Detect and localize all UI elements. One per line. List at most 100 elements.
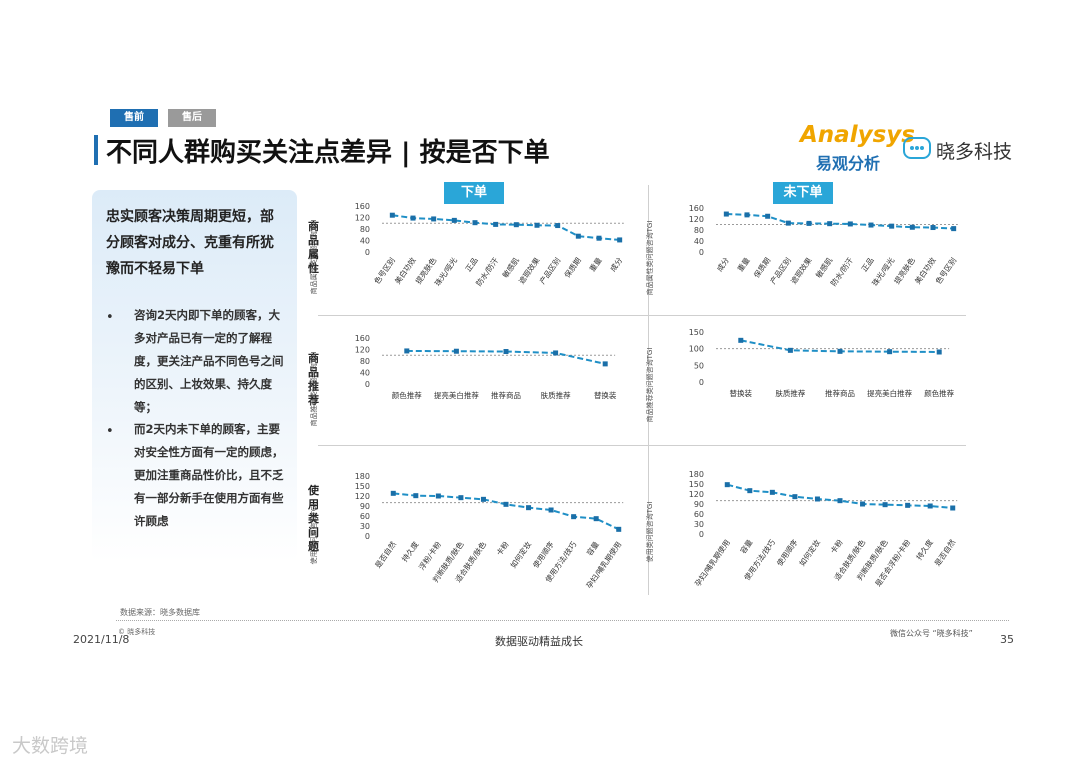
data-point [431,216,437,222]
x-tick-label: 敏感肌 [500,255,521,280]
data-point [472,220,478,226]
y-axis-label: 使用类问题咨询TGI [309,504,318,565]
page-number: 35 [1000,633,1014,646]
x-tick-label: 推荐商品 [491,390,521,400]
x-tick-label: 肤质推荐 [775,388,805,398]
data-source: 数据来源：晓多数据库 [120,608,200,617]
data-point [390,490,396,496]
data-point [837,348,843,354]
y-tick-label: 40 [360,237,370,246]
row-divider [318,315,966,316]
data-point [616,526,622,532]
data-point [526,505,532,511]
data-point [930,225,936,231]
data-point [404,348,410,354]
y-axis-label: 商品推荐类问题咨询TGI [309,352,318,427]
data-point [882,502,888,508]
data-point [951,226,957,232]
y-tick-label: 30 [360,522,370,531]
x-tick-label: 是否自然 [373,539,399,570]
x-tick-label: 重量 [736,256,752,274]
data-point [553,350,559,356]
data-point [887,349,893,355]
data-point [571,514,577,520]
x-tick-label: 使用顺序 [774,537,800,568]
y-tick-label: 90 [694,500,704,509]
column-header-ordered: 下单 [444,182,504,204]
x-tick-label: 容量 [738,537,755,555]
data-point [787,347,793,353]
y-tick-label: 120 [355,346,370,355]
x-tick-label: 产品区别 [537,255,562,285]
y-tick-label: 160 [689,204,704,213]
data-point [503,349,509,355]
data-point [785,220,791,226]
y-tick-label: 80 [360,225,370,234]
data-point [617,237,623,243]
data-point [868,222,874,228]
footer-brand: © 晓多科技 [118,628,156,636]
y-tick-label: 150 [689,328,704,337]
y-tick-label: 0 [699,530,704,539]
x-tick-label: 卡粉 [828,537,845,555]
x-tick-label: 正品 [860,256,876,273]
data-point [792,494,798,500]
data-point [769,489,775,495]
column-divider [648,185,649,595]
x-tick-label: 色号区别 [933,255,958,285]
y-tick-label: 0 [365,380,370,389]
data-point [814,496,820,502]
y-axis-label: 商品推荐类问题咨询TGI [645,348,654,423]
y-tick-label: 180 [689,470,704,479]
section-label-attributes: 商品属性 [308,220,319,275]
y-tick-label: 150 [355,482,370,491]
x-tick-label: 替换装 [594,390,617,400]
y-tick-label: 30 [694,520,704,529]
x-tick-label: 敏感肌 [813,255,834,280]
data-point [602,361,608,367]
y-axis-label: 商品属性类问题咨询TGI [645,221,654,296]
data-point [927,503,933,509]
y-tick-label: 180 [355,472,370,481]
y-tick-label: 0 [365,532,370,541]
x-tick-label: 持久度 [399,539,420,564]
tab-presale[interactable]: 售前 [110,109,158,127]
x-tick-label: 持久度 [914,537,935,562]
x-tick-label: 容量 [584,539,601,557]
data-point [534,222,540,228]
tab-aftersale[interactable]: 售后 [168,109,216,127]
data-point [765,213,771,219]
footer-wechat: 微信公众号 “晓多科技” [890,629,973,638]
y-tick-label: 80 [360,357,370,366]
bullet-dot: • [106,310,114,325]
x-tick-label: 成分 [714,255,731,273]
data-point [744,212,750,218]
y-tick-label: 160 [355,202,370,211]
column-header-not-ordered: 未下单 [773,182,833,204]
summary-bullet-1: 咨询2天内即下单的顾客，大多对产品已有一定的了解程度，更关注产品不同色号之间的区… [134,308,284,414]
data-point [575,233,581,239]
section-label-recommendation: 商品推荐 [308,352,319,407]
data-point [909,224,915,230]
bullet-dot: • [106,424,114,439]
data-point [596,235,602,241]
data-point [860,501,866,507]
data-point [724,482,730,488]
y-tick-label: 150 [689,480,704,489]
y-tick-label: 0 [699,378,704,387]
x-tick-label: 颜色推荐 [924,388,954,398]
data-point [435,493,441,499]
data-point [738,337,744,343]
x-tick-label: 提亮美白推荐 [867,388,912,398]
x-tick-label: 替换装 [730,388,753,398]
y-tick-label: 80 [694,226,704,235]
data-point [555,223,561,229]
page-title: 不同人群购买关注点差异 | 按是否下单 [106,138,550,168]
x-tick-label: 重量 [588,256,604,274]
x-tick-label: 成分 [608,255,625,273]
y-tick-label: 60 [360,512,370,521]
data-point [827,221,833,227]
